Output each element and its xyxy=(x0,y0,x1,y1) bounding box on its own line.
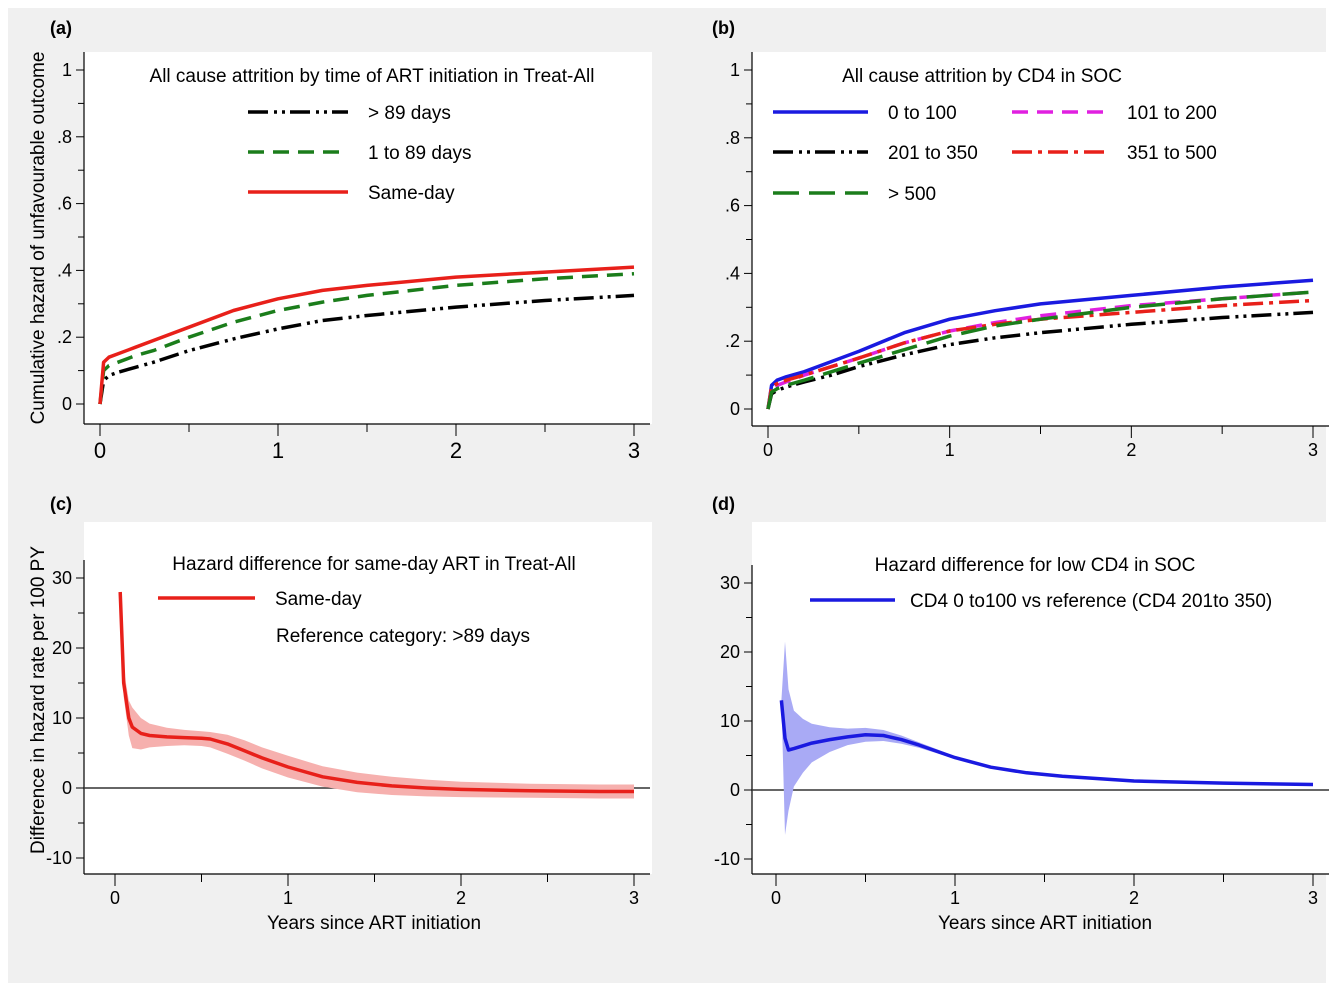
x-tick-label: 2 xyxy=(1126,440,1136,460)
y-tick-label: 20 xyxy=(52,638,72,658)
axes-b: 0 .2 .4 .6 .8 1 0 1 2 3 xyxy=(725,52,1329,460)
legend-label: Same-day xyxy=(368,183,455,204)
series-line xyxy=(98,271,635,405)
y-tick-label: 1 xyxy=(62,60,72,80)
y-tick-label: 10 xyxy=(52,708,72,728)
series-line xyxy=(118,591,634,794)
panel-d: (d) -10 0 10 20 30 0 1 2 3 Hazard difference for… xyxy=(712,494,1329,934)
legend-label: CD4 0 to100 vs reference (CD4 201to 350) xyxy=(910,591,1272,612)
axes-c: -10 0 10 20 30 0 1 2 3 xyxy=(46,560,650,908)
y-tick-label: .2 xyxy=(57,327,72,347)
x-tick-label: 2 xyxy=(1129,888,1139,908)
x-tick-label: 0 xyxy=(110,888,120,908)
y-tick-label: 0 xyxy=(730,399,740,419)
series-line xyxy=(766,298,1314,410)
legend-title-c: Hazard difference for same-day ART in Tr… xyxy=(172,554,575,575)
y-tick-label: 30 xyxy=(720,573,740,593)
panel-a: (a) 0 .2 .4 .6 .8 1 0 1 2 3 All cause attrition b… xyxy=(28,18,652,463)
panel-b: (b) 0 .2 .4 .6 .8 1 0 1 2 3 All cause attrition b… xyxy=(712,18,1329,460)
x-axis-label-d: Years since ART initiation xyxy=(938,913,1152,934)
legend-a: > 89 days 1 to 89 days Same-day xyxy=(248,103,472,204)
legend-title-b: All cause attrition by CD4 in SOC xyxy=(842,66,1122,87)
legend-label: 1 to 89 days xyxy=(368,143,472,164)
plot-area-d xyxy=(752,522,1326,874)
panel-label-a: (a) xyxy=(50,18,72,38)
series-line xyxy=(779,700,1314,787)
y-tick-label: 1 xyxy=(730,60,740,80)
legend-d: CD4 0 to100 vs reference (CD4 201to 350) xyxy=(810,591,1272,612)
series-line xyxy=(766,278,1314,410)
confidence-band xyxy=(120,592,634,799)
x-tick-label: 3 xyxy=(1308,440,1318,460)
legend-label: 351 to 500 xyxy=(1127,143,1217,164)
x-tick-label: 0 xyxy=(763,440,773,460)
x-tick-label: 2 xyxy=(456,888,466,908)
y-tick-label: 0 xyxy=(730,780,740,800)
x-tick-label: 1 xyxy=(950,888,960,908)
legend-label: > 500 xyxy=(888,184,936,205)
legend-label: 0 to 100 xyxy=(888,103,957,124)
y-tick-label: 0 xyxy=(62,394,72,414)
panel-label-c: (c) xyxy=(50,494,72,514)
legend-c: Same-day xyxy=(158,589,362,610)
y-tick-label: 30 xyxy=(52,568,72,588)
x-tick-label: 0 xyxy=(94,438,106,463)
series-line xyxy=(766,310,1314,410)
y-tick-label: 10 xyxy=(720,711,740,731)
legend-label: 101 to 200 xyxy=(1127,103,1217,124)
y-tick-label: .6 xyxy=(725,196,740,216)
reference-annotation-c: Reference category: >89 days xyxy=(276,626,530,647)
legend-label: Same-day xyxy=(275,589,362,610)
x-tick-label: 3 xyxy=(629,888,639,908)
legend-label: 201 to 350 xyxy=(888,143,978,164)
x-tick-label: 1 xyxy=(945,440,955,460)
x-tick-label: 0 xyxy=(771,888,781,908)
y-axis-label-a: Cumulative hazard of unfavourable outcom… xyxy=(28,52,49,425)
series-line xyxy=(766,290,1314,410)
legend-label: > 89 days xyxy=(368,103,451,124)
panel-label-b: (b) xyxy=(712,18,735,38)
y-axis-label-c: Difference in hazard rate per 100 PY xyxy=(28,546,49,854)
x-tick-label: 2 xyxy=(450,438,462,463)
y-tick-label: 0 xyxy=(62,778,72,798)
x-tick-label: 3 xyxy=(628,438,640,463)
y-tick-label: .8 xyxy=(725,128,740,148)
series-line xyxy=(98,293,635,405)
x-tick-label: 1 xyxy=(272,438,284,463)
plot-area-c xyxy=(84,522,652,874)
plot-area-a xyxy=(84,52,652,424)
y-tick-label: .8 xyxy=(57,127,72,147)
series-line xyxy=(98,265,635,405)
y-tick-label: .6 xyxy=(57,194,72,214)
x-tick-label: 3 xyxy=(1308,888,1318,908)
x-axis-label-c: Years since ART initiation xyxy=(267,913,481,934)
y-tick-label: .2 xyxy=(725,331,740,351)
y-tick-label: .4 xyxy=(725,263,740,283)
legend-title-d: Hazard difference for low CD4 in SOC xyxy=(875,555,1196,576)
axes-d: -10 0 10 20 30 0 1 2 3 xyxy=(714,565,1329,908)
y-tick-label: .4 xyxy=(57,260,72,280)
x-tick-label: 1 xyxy=(283,888,293,908)
y-tick-label: 20 xyxy=(720,642,740,662)
plot-area-b xyxy=(752,52,1326,426)
y-tick-label: -10 xyxy=(46,848,72,868)
legend-title-a: All cause attrition by time of ART initi… xyxy=(150,66,595,87)
y-tick-label: -10 xyxy=(714,849,740,869)
axes-a: 0 .2 .4 .6 .8 1 0 1 2 3 xyxy=(57,52,650,463)
panel-c: (c) -10 0 10 20 30 0 1 2 3 Hazard difference for… xyxy=(28,494,652,934)
panel-label-d: (d) xyxy=(712,494,735,514)
legend-b: 0 to 100 101 to 200 201 to 350 351 to 500 > … xyxy=(773,103,1217,205)
